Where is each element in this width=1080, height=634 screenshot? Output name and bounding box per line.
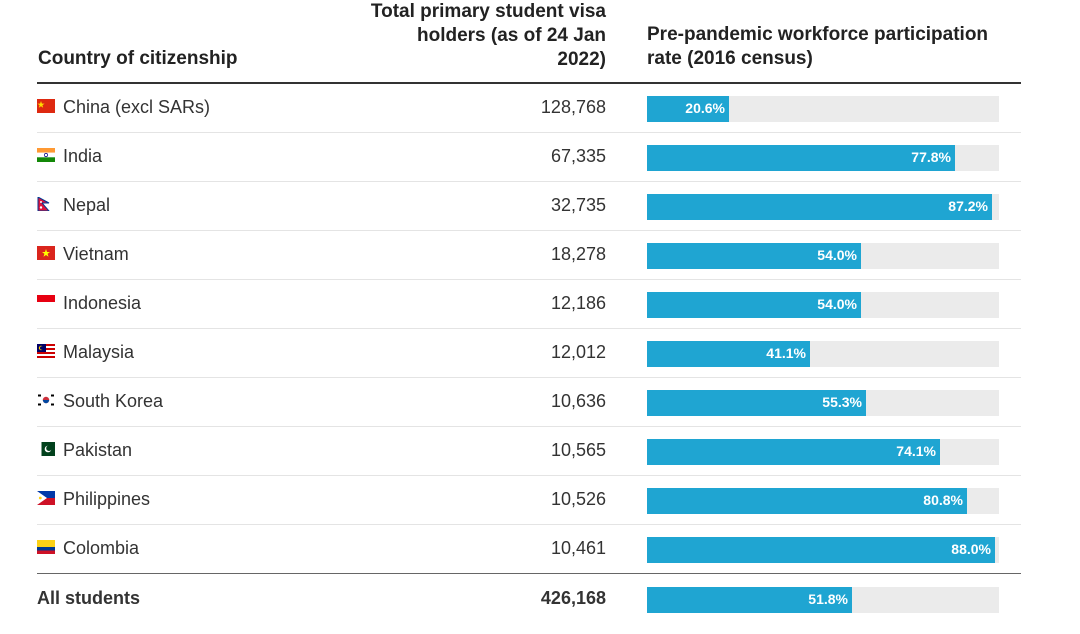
total-holders: 426,168 <box>540 588 606 608</box>
country-name: Indonesia <box>63 293 142 313</box>
nepal-flag-icon <box>37 197 55 211</box>
visa-holders-value: 32,735 <box>550 195 606 215</box>
visa-header-line: 2022) <box>557 49 606 70</box>
table-row: Philippines 10,526 80.8% <box>37 476 1021 525</box>
header-rule <box>37 82 1021 84</box>
country-name: Malaysia <box>63 342 135 362</box>
participation-rate-column-header: Pre-pandemic workforce participation rat… <box>647 23 1007 71</box>
vietnam-flag-icon <box>37 246 55 260</box>
rate-bar: 87.2% <box>647 194 992 220</box>
row-divider <box>37 230 1021 231</box>
country-name: Colombia <box>63 538 140 558</box>
visa-holders-column-header: Total primary student visa holders (as o… <box>340 0 606 72</box>
rate-bar-label: 74.1% <box>896 443 936 459</box>
rate-bar: 88.0% <box>647 537 995 563</box>
table-row: Indonesia 12,186 54.0% <box>37 280 1021 329</box>
rate-bar: 77.8% <box>647 145 955 171</box>
total-bar-label: 51.8% <box>808 591 848 607</box>
table-row: India 67,335 77.8% <box>37 133 1021 182</box>
rate-bar-track: 80.8% <box>647 488 999 514</box>
visa-holders-value: 12,012 <box>550 342 606 362</box>
pakistan-flag-icon <box>37 442 55 456</box>
visa-header-line: Total primary student visa <box>370 1 606 22</box>
visa-holders-value: 12,186 <box>550 293 606 313</box>
rate-bar-track: 41.1% <box>647 341 999 367</box>
visa-holders-value: 10,526 <box>550 489 606 509</box>
visa-holders-value: 10,565 <box>550 440 606 460</box>
rate-header-line: Pre-pandemic workforce participation <box>647 24 989 45</box>
visa-holders-value: 10,636 <box>550 391 606 411</box>
visa-holders-value: 67,335 <box>550 146 606 166</box>
rate-bar-track: 55.3% <box>647 390 999 416</box>
country-name: India <box>63 146 103 166</box>
rate-header-line: rate (2016 census) <box>647 48 813 69</box>
row-divider <box>37 524 1021 525</box>
row-divider <box>37 132 1021 133</box>
country-name: China (excl SARs) <box>63 97 211 117</box>
rate-bar-label: 87.2% <box>948 198 988 214</box>
country-name: Vietnam <box>63 244 129 264</box>
row-divider <box>37 181 1021 182</box>
total-row: All students 426,168 51.8% <box>37 575 1021 624</box>
south-korea-flag-icon <box>37 393 55 407</box>
table-row: Nepal 32,735 87.2% <box>37 182 1021 231</box>
rate-bar-label: 54.0% <box>817 296 857 312</box>
malaysia-flag-icon <box>37 344 55 358</box>
rate-bar-track: 88.0% <box>647 537 999 563</box>
rate-bar: 54.0% <box>647 292 861 318</box>
country-column-header: Country of citizenship <box>38 48 238 69</box>
rate-bar-label: 88.0% <box>951 541 991 557</box>
country-name: South Korea <box>63 391 164 411</box>
country-name: Nepal <box>63 195 111 215</box>
visa-holders-value: 18,278 <box>550 244 606 264</box>
rate-bar-label: 80.8% <box>923 492 963 508</box>
total-bar: 51.8% <box>647 587 852 613</box>
india-flag-icon <box>37 148 55 162</box>
table-row: South Korea 10,636 55.3% <box>37 378 1021 427</box>
visa-header-line: holders (as of 24 Jan <box>416 25 606 46</box>
total-bar-track: 51.8% <box>647 587 999 613</box>
rate-bar: 20.6% <box>647 96 729 122</box>
rate-bar-label: 41.1% <box>766 345 806 361</box>
rate-bar-track: 77.8% <box>647 145 999 171</box>
rate-bar: 74.1% <box>647 439 940 465</box>
table-row: Pakistan 10,565 74.1% <box>37 427 1021 476</box>
visa-holders-value: 128,768 <box>540 97 606 117</box>
rate-bar-track: 20.6% <box>647 96 999 122</box>
rate-bar-track: 74.1% <box>647 439 999 465</box>
rate-bar: 41.1% <box>647 341 810 367</box>
rate-bar-label: 77.8% <box>911 149 951 165</box>
rate-bar-label: 20.6% <box>685 100 725 116</box>
indonesia-flag-icon <box>37 295 55 309</box>
philippines-flag-icon <box>37 491 55 505</box>
table-row: China (excl SARs) 128,768 20.6% <box>37 84 1021 133</box>
row-divider <box>37 377 1021 378</box>
rate-bar: 54.0% <box>647 243 861 269</box>
rate-bar: 80.8% <box>647 488 967 514</box>
china-flag-icon <box>37 99 55 113</box>
country-name: Philippines <box>63 489 151 509</box>
country-name: Pakistan <box>63 440 133 460</box>
total-label: All students <box>37 588 141 608</box>
table-row: Malaysia 12,012 41.1% <box>37 329 1021 378</box>
colombia-flag-icon <box>37 540 55 554</box>
total-rule <box>37 573 1021 574</box>
rate-bar-track: 54.0% <box>647 292 999 318</box>
row-divider <box>37 426 1021 427</box>
rate-bar: 55.3% <box>647 390 866 416</box>
row-divider <box>37 279 1021 280</box>
row-divider <box>37 328 1021 329</box>
visa-holders-value: 10,461 <box>550 538 606 558</box>
rate-bar-label: 54.0% <box>817 247 857 263</box>
table-row: Vietnam 18,278 54.0% <box>37 231 1021 280</box>
rate-bar-track: 54.0% <box>647 243 999 269</box>
row-divider <box>37 475 1021 476</box>
rate-bar-label: 55.3% <box>822 394 862 410</box>
table-row: Colombia 10,461 88.0% <box>37 525 1021 574</box>
rate-bar-track: 87.2% <box>647 194 999 220</box>
